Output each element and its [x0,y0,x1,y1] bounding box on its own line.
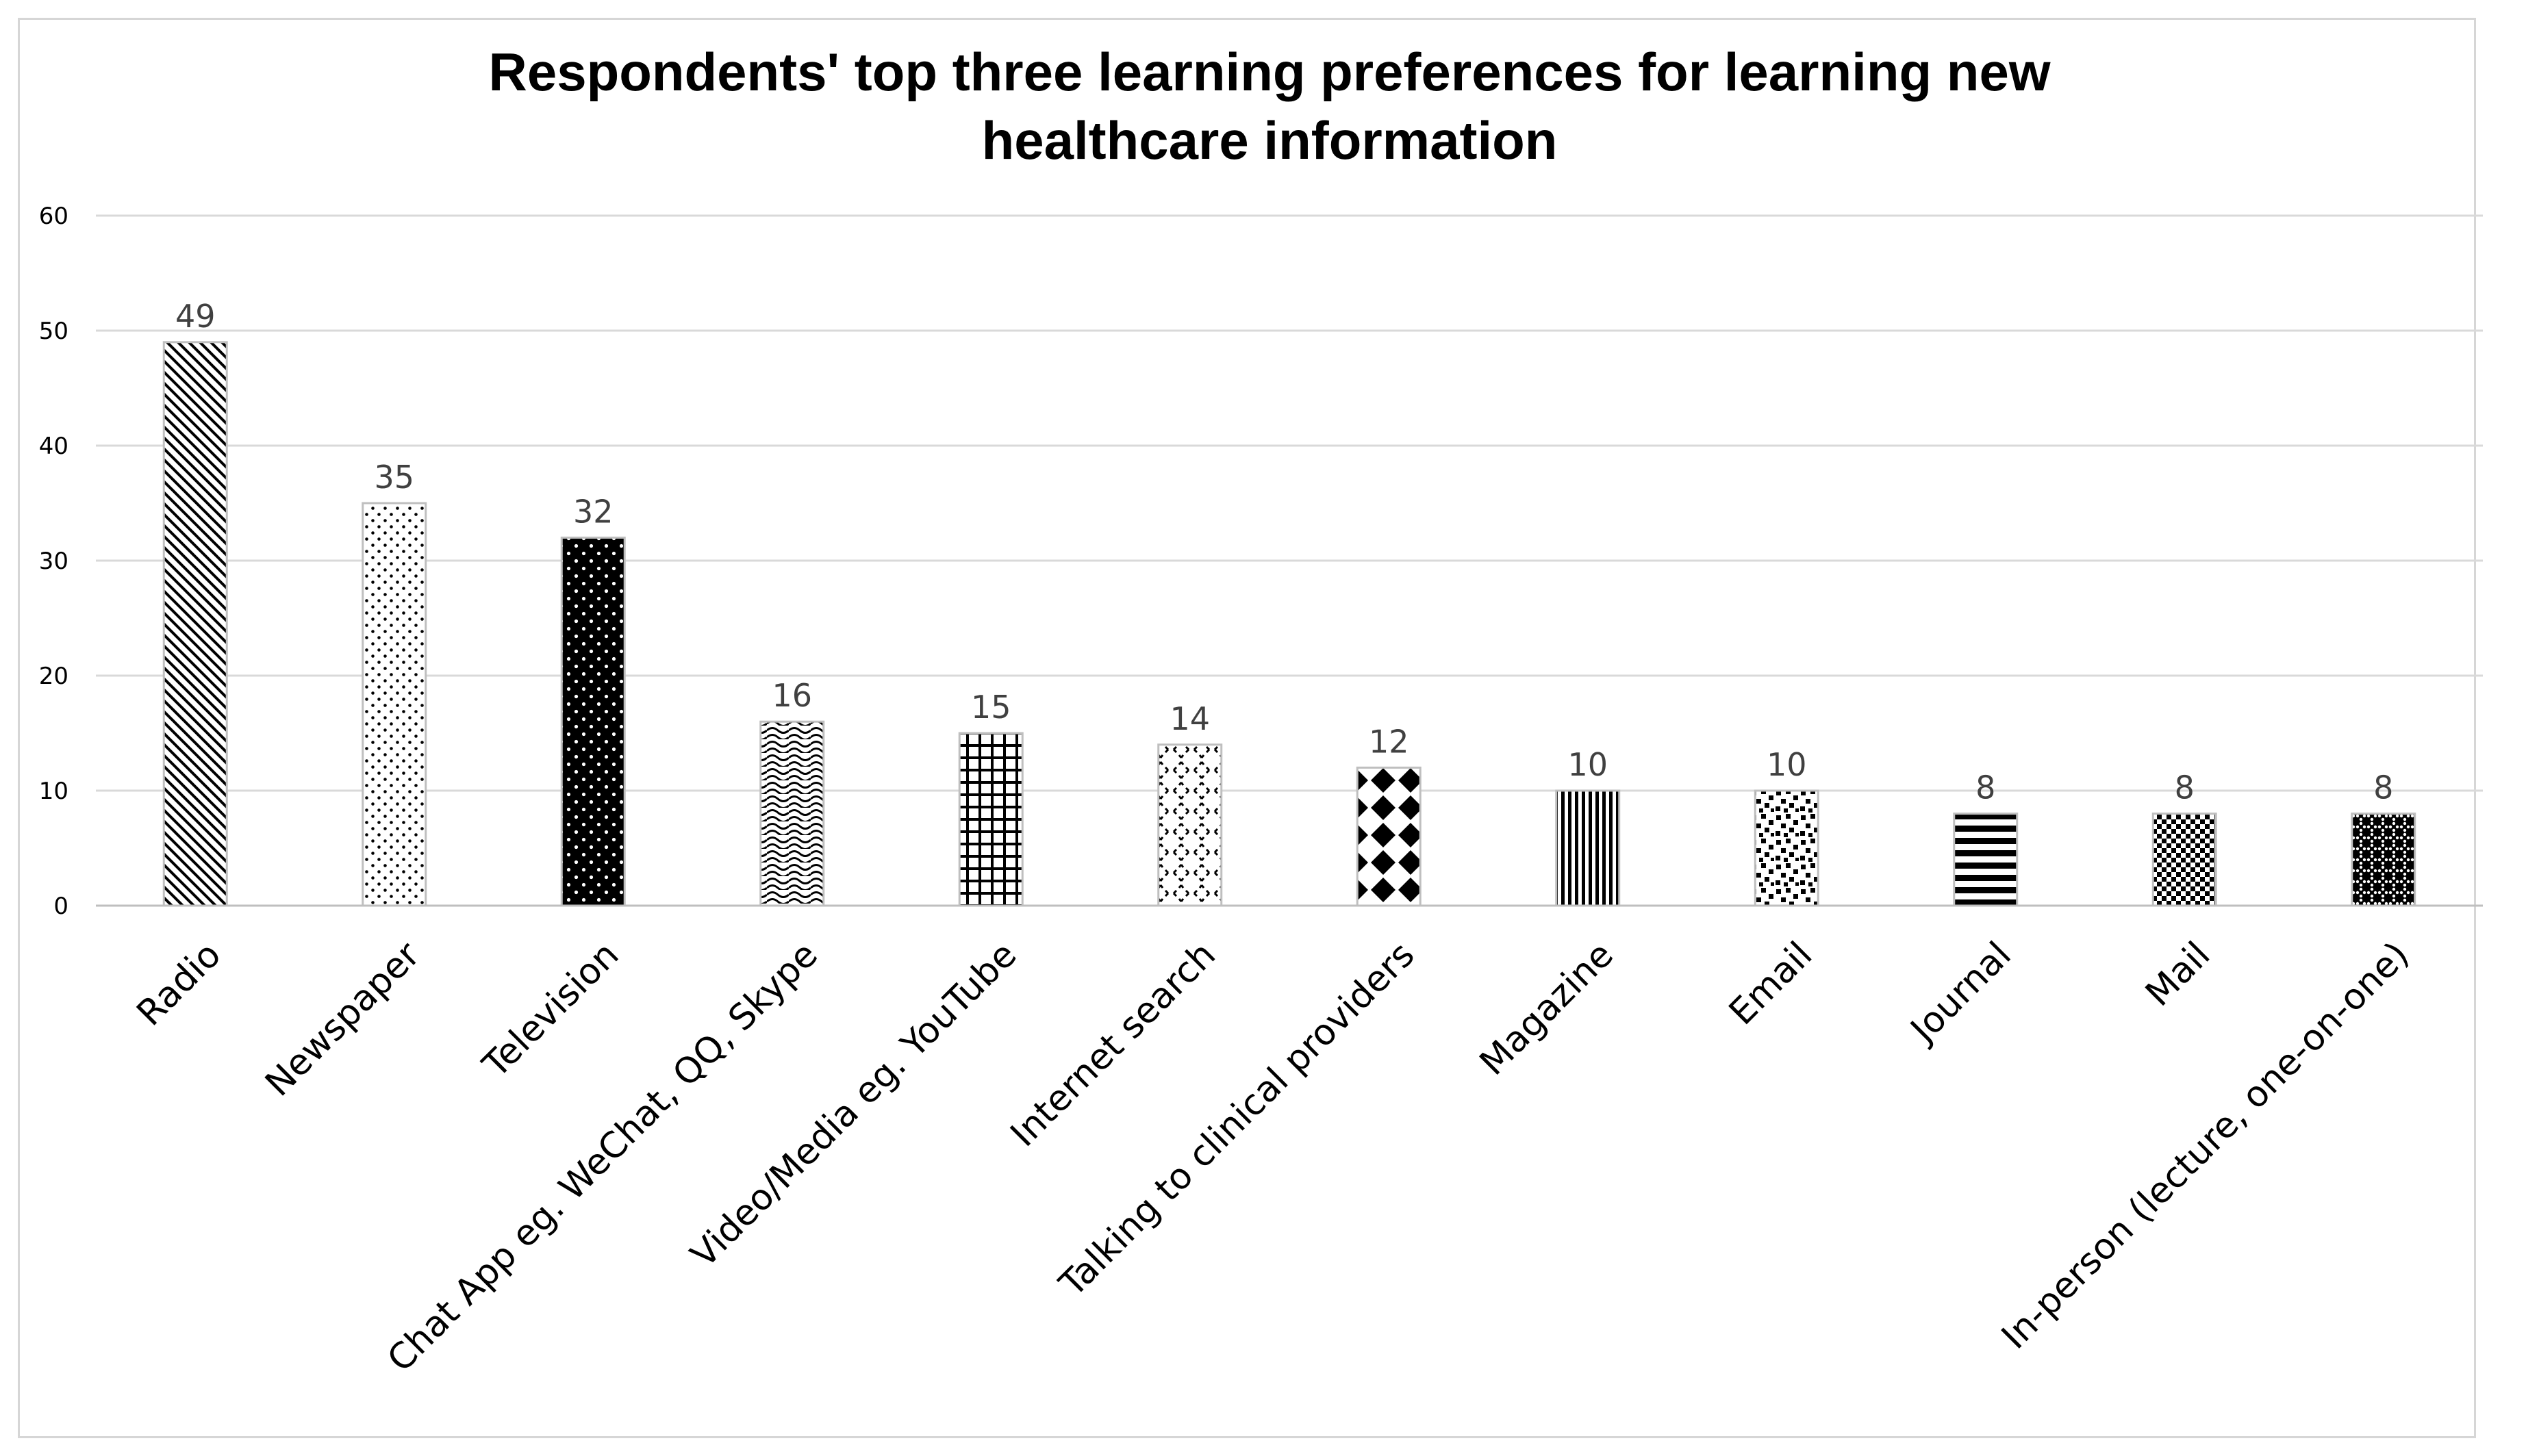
data-label: 16 [772,677,812,714]
x-tick-label: Radio [129,934,229,1034]
y-tick-label: 40 [39,433,68,460]
data-label: 10 [1567,746,1608,783]
x-tick-label: Journal [1902,934,2019,1052]
data-label: 35 [374,459,414,496]
x-tick-label: Television [475,934,627,1086]
bar-5 [958,732,1024,907]
bar-11 [2151,813,2217,907]
x-tick-label: Mail [2138,934,2218,1014]
bar-10 [1953,813,2019,907]
data-label: 15 [971,689,1011,726]
x-tick-label: Chat App eg. WeChat, QQ, Skype [380,934,826,1380]
data-label: 8 [2175,769,2195,806]
chart-title: Respondents' top three learning preferen… [488,42,2050,170]
bar-2 [362,502,427,907]
x-tick-label: Video/Media eg. YouTube [683,934,1025,1276]
y-tick-label: 0 [53,893,68,920]
bar-12 [2351,813,2416,907]
y-tick-label: 50 [39,318,68,345]
bar-9 [1754,789,1819,907]
data-label: 12 [1369,723,1409,760]
bar-4 [759,720,825,907]
bar-7 [1356,766,1422,907]
y-tick-label: 10 [39,778,68,805]
x-tick-label: In-person (lecture, one-on-one) [1994,934,2417,1357]
data-label: 8 [2373,769,2393,806]
y-tick-label: 20 [39,663,68,690]
gridlines [96,214,2483,907]
x-tick-label: Email [1721,934,1820,1033]
bar-1 [162,341,228,907]
chart-title-line-2: healthcare information [982,110,1558,170]
x-tick-label: Newspaper [257,934,428,1104]
data-label: 14 [1170,700,1210,737]
y-axis-tick-labels: 0 10 20 30 40 50 60 [39,203,68,920]
bars [162,341,2416,907]
data-label: 32 [573,493,614,530]
data-label: 49 [175,298,216,335]
bar-6 [1157,743,1223,907]
data-label: 10 [1767,746,1807,783]
data-labels: 49 35 32 16 15 14 12 10 10 8 8 8 [175,298,2393,806]
y-tick-label: 30 [39,548,68,575]
chart-frame [18,18,2476,1438]
y-tick-label: 60 [39,203,68,230]
x-tick-label: Internet search [1003,934,1224,1155]
bar-3 [560,536,626,907]
x-tick-label: Magazine [1472,934,1621,1084]
chart-title-line-1: Respondents' top three learning preferen… [488,42,2050,102]
x-tick-label: Talking to clinical providers [1052,934,1423,1305]
bar-8 [1555,789,1621,907]
data-label: 8 [1975,769,1995,806]
